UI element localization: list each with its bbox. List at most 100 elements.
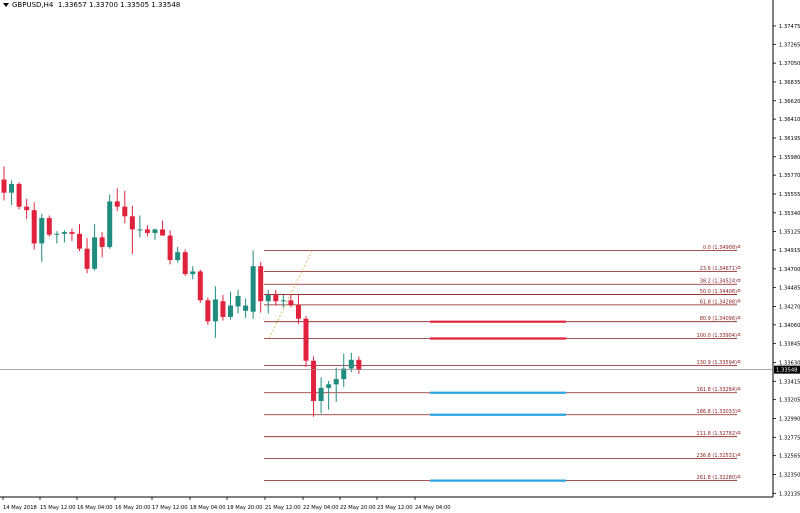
bear-candle [356, 359, 362, 370]
bull-candle [341, 368, 347, 380]
bear-candle [295, 304, 301, 319]
y-tick-label: 1.37050 [779, 61, 800, 67]
bear-candle [31, 210, 37, 244]
fib-marker-icon [737, 278, 741, 282]
y-tick-label: 1.36835 [779, 80, 800, 86]
x-tick-label: 21 May 12:00 [265, 505, 301, 511]
y-tick-label: 1.36620 [779, 99, 800, 105]
bull-candle [61, 232, 67, 234]
x-tick-label: 17 May 12:00 [152, 505, 188, 511]
bear-candle [114, 201, 120, 207]
y-tick-label: 1.36410 [779, 117, 800, 123]
bear-candle [16, 183, 22, 207]
bull-candle [175, 252, 181, 261]
y-tick-label: 1.37265 [779, 42, 800, 48]
fib-level-label: 186.8 (1.33033) [697, 409, 738, 415]
dropdown-triangle-icon[interactable] [3, 3, 9, 7]
fib-marker-icon [737, 431, 741, 434]
ohlc-readout: 1.33657 1.33700 1.33505 1.33548 [57, 1, 181, 9]
y-tick-label: 1.32990 [779, 416, 800, 422]
bull-candle [280, 300, 286, 302]
symbol-label: GBPUSD,H4 [12, 1, 54, 9]
y-tick-label: 1.32135 [779, 491, 800, 497]
y-tick-label: 1.34915 [779, 248, 800, 254]
y-tick-label: 1.33415 [779, 379, 800, 385]
x-tick-label: 22 May 04:00 [303, 505, 339, 511]
bull-candle [228, 305, 233, 317]
fib-marker-icon [737, 333, 741, 336]
y-tick-label: 1.33845 [779, 342, 800, 348]
bear-candle [160, 229, 166, 236]
bear-candle [99, 237, 105, 247]
y-tick-label: 1.34700 [779, 267, 800, 273]
bear-candle [288, 300, 294, 305]
fib-level-label: 261.8 (1.32280) [697, 475, 738, 481]
bull-candle [318, 387, 324, 401]
bull-candle [9, 183, 15, 193]
fib-marker-icon [737, 266, 741, 269]
bear-candle [77, 233, 82, 249]
fib-marker-icon [737, 245, 741, 248]
bear-candle [205, 300, 211, 322]
bull-candle [235, 295, 241, 307]
y-tick-label: 1.35555 [779, 192, 800, 198]
bull-candle [250, 266, 256, 312]
current-price-tag [774, 365, 800, 374]
fib-level-label: 236.8 (1.32531) [697, 453, 738, 459]
fib-level-label: 50.0 (1.34406) [700, 289, 737, 295]
y-tick-label: 1.32565 [779, 454, 800, 460]
fib-level-label: 80.9 (1.34096) [700, 316, 737, 322]
y-tick-label: 1.36195 [779, 136, 800, 142]
y-tick-label: 1.34485 [779, 286, 800, 292]
bull-candle [39, 218, 45, 244]
bear-candle [69, 232, 75, 234]
x-tick-label: 15 May 12:00 [40, 505, 76, 511]
bear-candle [122, 206, 128, 217]
fib-level-label: 23.6 (1.34671) [700, 266, 737, 272]
fib-level-label: 100.0 (1.33904) [697, 333, 738, 339]
bull-candle [333, 379, 339, 385]
chart-header: GBPUSD,H4 1.33657 1.33700 1.33505 1.3354… [3, 1, 180, 9]
bull-candle [152, 229, 158, 233]
y-tick-label: 1.35770 [779, 173, 800, 179]
fib-level-label: 211.8 (1.32782) [697, 431, 738, 437]
bull-candle [212, 299, 218, 322]
fib-marker-icon [737, 475, 741, 478]
bear-candle [144, 229, 150, 233]
bull-candle [190, 271, 196, 275]
fib-marker-icon [737, 453, 741, 456]
y-tick-label: 1.34060 [779, 323, 800, 329]
fib-marker-icon [737, 299, 741, 303]
fib-level-label: 161.8 (1.33284) [697, 387, 738, 393]
bull-candle [326, 384, 332, 388]
fib-level-label: 0.0 (1.34908) [703, 245, 737, 251]
x-tick-label: 16 May 04:00 [77, 505, 113, 511]
fib-level-label: 38.2 (1.34524) [700, 279, 737, 285]
bear-candle [167, 235, 173, 261]
y-tick-label: 1.32775 [779, 435, 800, 441]
fib-marker-icon [737, 289, 741, 292]
bear-candle [273, 295, 279, 302]
y-tick-label: 1.35980 [779, 155, 800, 161]
current-price-label: 1.33548 [776, 368, 797, 374]
y-tick-label: 1.33630 [779, 360, 800, 366]
x-tick-label: 23 May 12:00 [377, 505, 413, 511]
x-tick-label: 24 May 04:00 [415, 505, 451, 511]
bear-candle [24, 206, 30, 211]
fib-level-label: 130.9 (1.33594) [697, 360, 738, 366]
fib-marker-icon [737, 316, 741, 319]
fib-marker-icon [737, 409, 741, 412]
bull-candle [243, 305, 249, 311]
bear-candle [258, 266, 264, 302]
bear-candle [1, 179, 7, 193]
y-tick-label: 1.32350 [779, 472, 800, 478]
bull-candle [137, 229, 143, 231]
bear-candle [129, 216, 135, 230]
y-tick-label: 1.35125 [779, 230, 800, 236]
bear-candle [311, 360, 317, 401]
y-tick-label: 1.35340 [779, 211, 800, 217]
y-tick-label: 1.34270 [779, 304, 800, 310]
bear-candle [84, 248, 90, 269]
bull-candle [265, 295, 271, 302]
